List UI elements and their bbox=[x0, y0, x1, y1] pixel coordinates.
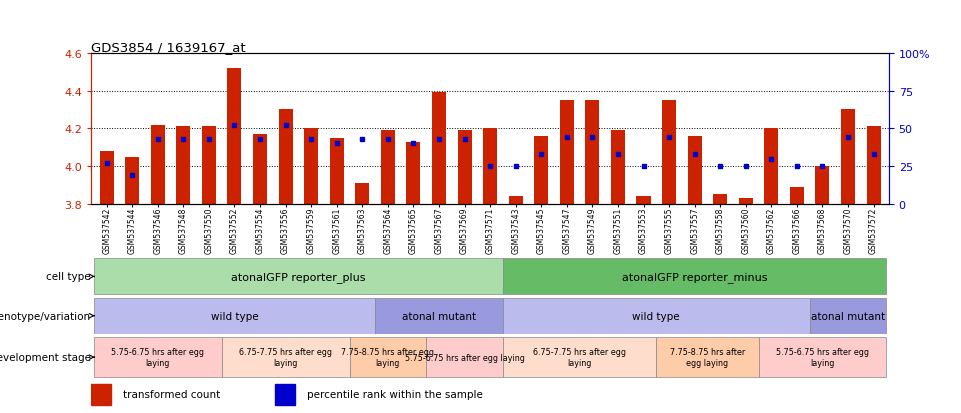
Bar bbox=[375, 298, 503, 334]
Bar bbox=[304, 129, 318, 204]
Text: genotype/variation: genotype/variation bbox=[0, 311, 90, 321]
Bar bbox=[222, 337, 350, 377]
Bar bbox=[94, 259, 503, 294]
Text: 6.75-7.75 hrs after egg
laying: 6.75-7.75 hrs after egg laying bbox=[239, 348, 333, 367]
Bar bbox=[662, 101, 677, 204]
Bar bbox=[559, 101, 574, 204]
Bar bbox=[431, 93, 446, 204]
Bar bbox=[94, 337, 222, 377]
Text: 5.75-6.75 hrs after egg laying: 5.75-6.75 hrs after egg laying bbox=[405, 353, 525, 362]
Text: 7.75-8.75 hrs after
egg laying: 7.75-8.75 hrs after egg laying bbox=[670, 348, 745, 367]
Bar bbox=[508, 197, 523, 204]
Text: atonal mutant: atonal mutant bbox=[811, 311, 885, 321]
Text: 5.75-6.75 hrs after egg
laying: 5.75-6.75 hrs after egg laying bbox=[111, 348, 205, 367]
Bar bbox=[228, 69, 241, 204]
Text: 5.75-6.75 hrs after egg
laying: 5.75-6.75 hrs after egg laying bbox=[776, 348, 869, 367]
Bar bbox=[91, 384, 111, 405]
Bar bbox=[279, 110, 292, 204]
Text: development stage: development stage bbox=[0, 352, 90, 362]
Bar bbox=[503, 259, 886, 294]
Text: atonalGFP reporter_minus: atonalGFP reporter_minus bbox=[622, 271, 768, 282]
Text: cell type: cell type bbox=[46, 272, 90, 282]
Bar bbox=[483, 129, 497, 204]
Bar bbox=[810, 298, 886, 334]
Bar bbox=[151, 125, 164, 204]
Bar bbox=[764, 129, 778, 204]
Bar bbox=[636, 197, 651, 204]
Bar bbox=[503, 298, 810, 334]
Bar bbox=[253, 135, 267, 204]
Text: 7.75-8.75 hrs after egg
laying: 7.75-8.75 hrs after egg laying bbox=[341, 348, 434, 367]
Bar bbox=[125, 157, 139, 204]
Bar bbox=[656, 337, 758, 377]
Text: atonal mutant: atonal mutant bbox=[402, 311, 476, 321]
Bar bbox=[275, 384, 295, 405]
Bar bbox=[611, 131, 625, 204]
Bar bbox=[350, 337, 426, 377]
Bar bbox=[330, 138, 344, 204]
Bar bbox=[457, 131, 472, 204]
Bar bbox=[176, 127, 190, 204]
Bar bbox=[534, 137, 549, 204]
Bar bbox=[356, 184, 369, 204]
Bar bbox=[585, 101, 600, 204]
Bar bbox=[867, 127, 880, 204]
Bar bbox=[381, 131, 395, 204]
Bar bbox=[407, 142, 421, 204]
Text: transformed count: transformed count bbox=[123, 389, 220, 399]
Bar bbox=[688, 137, 702, 204]
Text: 6.75-7.75 hrs after egg
laying: 6.75-7.75 hrs after egg laying bbox=[533, 348, 626, 367]
Text: atonalGFP reporter_plus: atonalGFP reporter_plus bbox=[232, 271, 365, 282]
Text: percentile rank within the sample: percentile rank within the sample bbox=[307, 389, 482, 399]
Text: wild type: wild type bbox=[210, 311, 259, 321]
Text: GDS3854 / 1639167_at: GDS3854 / 1639167_at bbox=[91, 41, 246, 54]
Bar bbox=[426, 337, 503, 377]
Bar bbox=[841, 110, 855, 204]
Bar bbox=[503, 337, 656, 377]
Bar bbox=[790, 188, 804, 204]
Bar bbox=[713, 195, 727, 204]
Text: wild type: wild type bbox=[632, 311, 680, 321]
Bar bbox=[202, 127, 216, 204]
Bar bbox=[94, 298, 375, 334]
Bar bbox=[816, 167, 829, 204]
Bar bbox=[739, 199, 752, 204]
Bar bbox=[758, 337, 886, 377]
Bar bbox=[100, 152, 113, 204]
